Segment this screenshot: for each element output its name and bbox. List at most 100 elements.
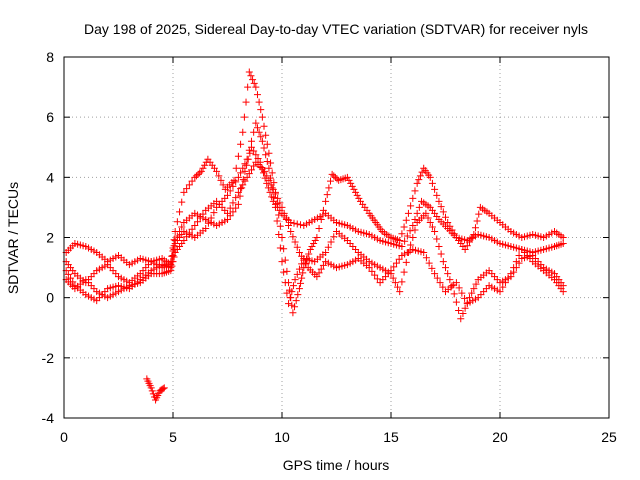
- interpolated-point: [239, 181, 247, 189]
- interpolated-point: [237, 140, 245, 148]
- interpolated-point: [204, 219, 212, 227]
- data-point: [202, 224, 210, 232]
- interpolated-point: [402, 216, 410, 224]
- interpolated-point: [305, 250, 313, 258]
- interpolated-point: [240, 113, 248, 121]
- interpolated-point: [436, 279, 444, 287]
- interpolated-point: [263, 158, 271, 166]
- data-point: [252, 119, 260, 127]
- interpolated-point: [217, 176, 225, 184]
- interpolated-point: [352, 188, 360, 196]
- interpolated-point: [403, 232, 411, 240]
- interpolated-point: [247, 72, 255, 80]
- interpolated-point: [472, 280, 480, 288]
- interpolated-point: [215, 172, 223, 180]
- data-point: [435, 197, 443, 205]
- interpolated-point: [207, 214, 215, 222]
- plot-points: [62, 68, 567, 404]
- data-point: [426, 173, 434, 181]
- interpolated-point: [400, 268, 408, 276]
- interpolated-point: [444, 270, 452, 278]
- interpolated-point: [258, 164, 266, 172]
- data-point: [180, 237, 188, 245]
- interpolated-point: [185, 181, 193, 189]
- data-point: [422, 209, 430, 217]
- data-point: [224, 191, 231, 199]
- interpolated-point: [319, 261, 327, 269]
- interpolated-point: [512, 258, 520, 266]
- interpolated-point: [409, 194, 417, 202]
- interpolated-point: [64, 270, 72, 278]
- interpolated-point: [250, 147, 258, 155]
- interpolated-point: [194, 170, 202, 178]
- interpolated-point: [331, 173, 339, 181]
- interpolated-point: [263, 140, 271, 148]
- data-point: [213, 167, 221, 175]
- y-tick-label: 8: [46, 49, 54, 65]
- interpolated-point: [237, 185, 245, 193]
- data-point: [470, 230, 478, 238]
- data-point: [439, 258, 447, 266]
- interpolated-point: [398, 230, 406, 238]
- data-point: [343, 173, 351, 181]
- interpolated-point: [308, 243, 316, 251]
- interpolated-point: [455, 284, 463, 292]
- interpolated-point: [452, 298, 460, 306]
- interpolated-point: [260, 144, 268, 152]
- interpolated-point: [196, 169, 204, 177]
- interpolated-point: [254, 155, 262, 163]
- interpolated-point: [458, 289, 466, 297]
- data-point: [413, 179, 421, 187]
- interpolated-point: [291, 238, 299, 246]
- interpolated-point: [455, 306, 463, 314]
- interpolated-point: [468, 234, 476, 242]
- data-point: [313, 273, 321, 281]
- x-tick-label: 15: [383, 429, 399, 445]
- interpolated-point: [159, 385, 167, 393]
- interpolated-point: [446, 222, 454, 230]
- data-point: [465, 294, 473, 302]
- interpolated-point: [373, 275, 381, 283]
- interpolated-point: [243, 161, 251, 169]
- interpolated-point: [249, 76, 257, 84]
- data-point: [191, 173, 199, 181]
- data-point: [350, 185, 358, 193]
- interpolated-point: [274, 194, 282, 202]
- interpolated-point: [210, 209, 218, 217]
- interpolated-point: [425, 259, 433, 267]
- interpolated-point: [275, 211, 283, 219]
- interpolated-point: [263, 172, 271, 180]
- data-point: [396, 288, 404, 296]
- data-point: [167, 267, 175, 275]
- data-point: [559, 288, 567, 296]
- data-point: [322, 249, 330, 257]
- data-point: [306, 246, 314, 254]
- interpolated-point: [301, 259, 309, 267]
- data-point: [224, 209, 231, 217]
- data-point: [239, 128, 247, 136]
- interpolated-point: [178, 223, 186, 231]
- interpolated-point: [276, 222, 284, 230]
- interpolated-point: [392, 259, 400, 267]
- data-point: [252, 83, 260, 91]
- data-point: [396, 237, 404, 245]
- interpolated-point: [239, 164, 247, 172]
- interpolated-point: [400, 223, 408, 231]
- interpolated-point: [260, 122, 268, 130]
- data-point: [285, 300, 293, 308]
- interpolated-point: [245, 146, 253, 154]
- interpolated-point: [290, 219, 298, 227]
- interpolated-point: [247, 137, 255, 145]
- interpolated-point: [232, 194, 240, 202]
- interpolated-point: [292, 297, 300, 305]
- interpolated-point: [192, 172, 200, 180]
- interpolated-point: [268, 169, 276, 177]
- interpolated-point: [229, 199, 237, 207]
- data-point: [457, 315, 465, 323]
- interpolated-point: [297, 279, 305, 287]
- interpolated-point: [293, 243, 301, 251]
- data-point: [191, 221, 199, 229]
- interpolated-point: [285, 221, 293, 229]
- interpolated-point: [288, 288, 296, 296]
- interpolated-point: [461, 294, 469, 302]
